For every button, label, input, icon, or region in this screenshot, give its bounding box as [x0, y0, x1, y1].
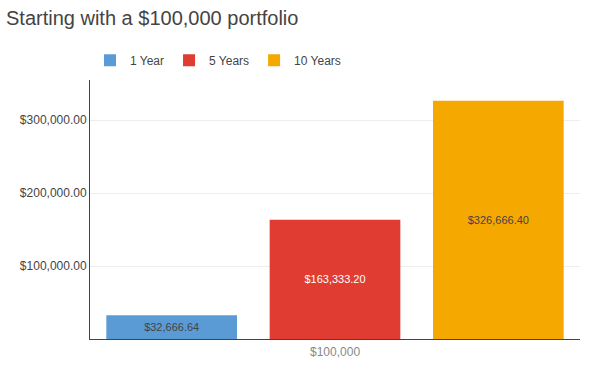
svg-text:$300,000.00: $300,000.00 — [20, 113, 87, 127]
svg-text:$100,000: $100,000 — [310, 345, 360, 359]
svg-text:Starting with a $100,000 portf: Starting with a $100,000 portfolio — [6, 7, 298, 29]
svg-text:5 Years: 5 Years — [209, 54, 249, 68]
svg-text:$163,333.20: $163,333.20 — [304, 273, 365, 285]
svg-text:$32,666.64: $32,666.64 — [144, 321, 199, 333]
svg-text:$100,000.00: $100,000.00 — [20, 259, 87, 273]
svg-text:10 Years: 10 Years — [294, 54, 341, 68]
svg-text:1 Year: 1 Year — [130, 54, 164, 68]
svg-text:$200,000.00: $200,000.00 — [20, 186, 87, 200]
svg-text:$326,666.40: $326,666.40 — [468, 214, 529, 226]
